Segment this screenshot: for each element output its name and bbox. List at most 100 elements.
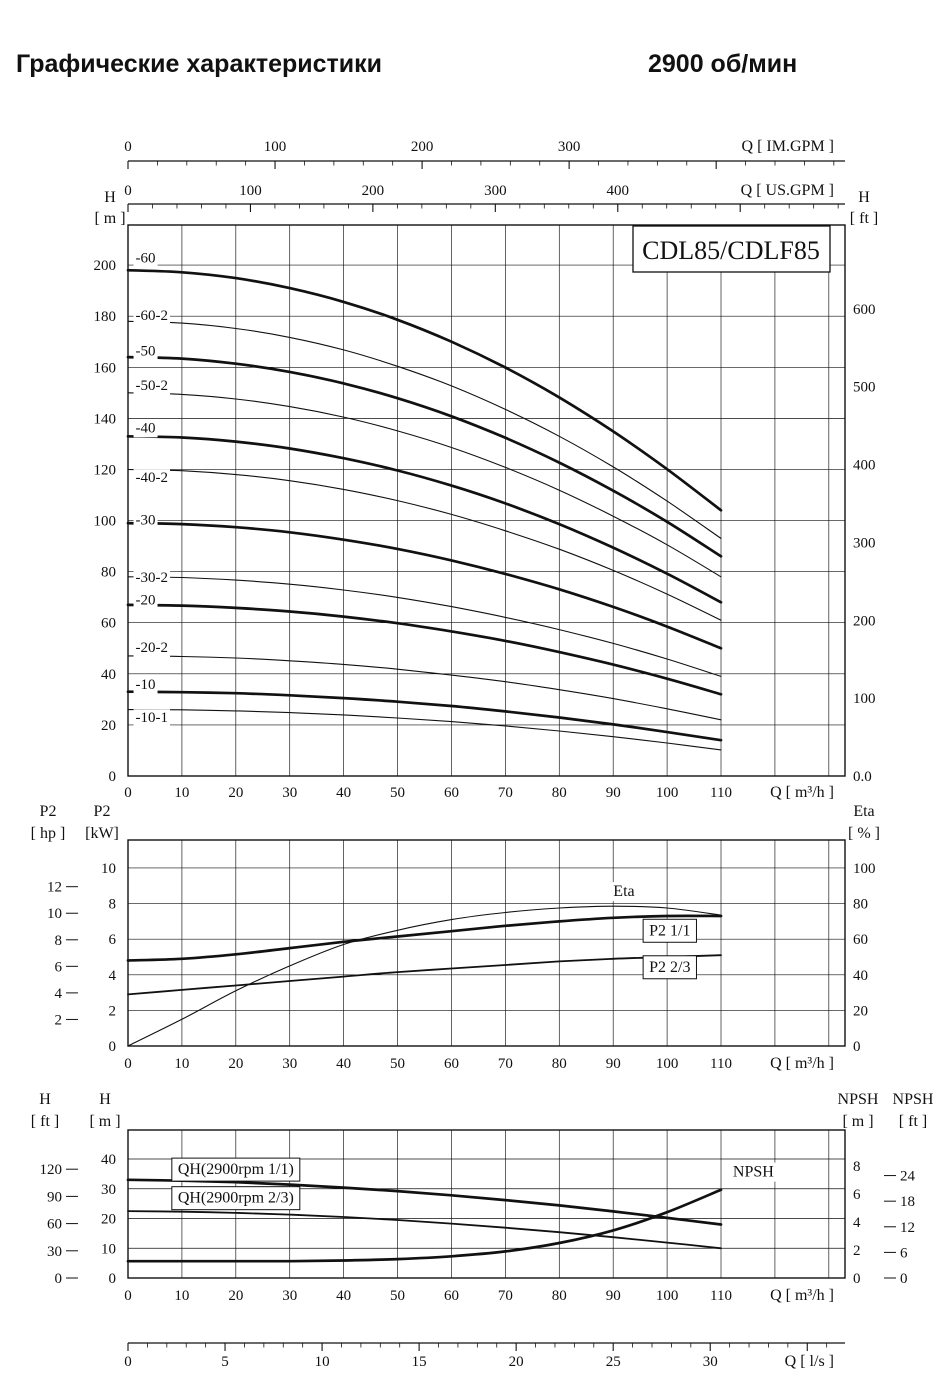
x-axis-label: Q [ m³/h ] <box>770 1055 834 1072</box>
x-tick-label: 70 <box>498 785 513 801</box>
model-box <box>632 225 831 273</box>
x-tick-label: 30 <box>282 1056 297 1072</box>
x-tick-label: 80 <box>552 1056 567 1072</box>
curve-50-2 <box>127 392 722 578</box>
x-tick-label: 110 <box>710 785 732 801</box>
curve-10-1 <box>127 709 722 751</box>
h-m-tick-label: 140 <box>94 411 117 427</box>
x-tick-label: 10 <box>174 1056 189 1072</box>
curve-label-60-bg <box>133 249 158 268</box>
npsh-m-tick-label: 6 <box>853 1187 861 1203</box>
curve-40 <box>126 434 723 604</box>
npsh-m-axis-title: [ m ] <box>842 1113 873 1130</box>
h-ft-tick-label: 60 <box>47 1217 62 1233</box>
curve-label-30: -30 <box>136 512 156 528</box>
curve-20-2 <box>127 655 722 721</box>
h-m-tick-label: 120 <box>94 462 117 478</box>
curve-label-40-bg <box>133 419 158 438</box>
kw-tick-label: 10 <box>101 861 116 877</box>
h-ft-tick-label: 120 <box>40 1162 63 1178</box>
h-ft-tick-label: 300 <box>853 535 876 551</box>
x-tick-label: 30 <box>282 785 297 801</box>
plot-frame <box>127 839 846 1047</box>
label-qh-2900rpm-2-3-bg <box>171 1186 301 1211</box>
x-tick-label: 100 <box>656 1288 679 1304</box>
us-gpm-tick-label: 100 <box>239 183 262 199</box>
x-tick-label: 0 <box>124 785 132 801</box>
curve-50 <box>126 355 723 558</box>
h-ft-tick-label: 0.0 <box>853 769 872 785</box>
x-tick-label: 60 <box>444 785 459 801</box>
h-ft-tick-label: 30 <box>47 1244 62 1260</box>
plot-frame <box>127 1129 846 1279</box>
hp-tick-label: 8 <box>55 933 63 949</box>
x-tick-label: 100 <box>656 785 679 801</box>
curve-label-60-2-bg <box>133 306 171 325</box>
p2-kw-axis-title: P2 <box>94 803 111 820</box>
h-m-tick-label: 10 <box>101 1241 116 1257</box>
x-tick-label: 100 <box>656 1056 679 1072</box>
npsh-ft-axis-title: NPSH <box>893 1091 934 1108</box>
label-p2-2-3: P2 2/3 <box>649 959 690 976</box>
x-axis-label: Q [ m³/h ] <box>770 1287 834 1304</box>
x-tick-label: 50 <box>390 1056 405 1072</box>
label-npsh: NPSH <box>733 1164 774 1181</box>
curve-30-2 <box>127 576 722 677</box>
h-m-tick-label: 0 <box>109 1271 117 1287</box>
im-gpm-axis-label: Q [ IM.GPM ] <box>742 138 834 155</box>
hp-tick-label: 4 <box>55 986 63 1002</box>
us-gpm-tick-label: 400 <box>607 183 630 199</box>
h-ft-axis-title: [ ft ] <box>31 1113 59 1130</box>
label-qh-2900rpm-2-3: QH(2900rpm 2/3) <box>178 1190 294 1207</box>
curve-npsh <box>126 1188 723 1263</box>
curve-p2-2-3 <box>127 954 722 996</box>
plot-frame <box>127 224 846 777</box>
eta-tick-label: 20 <box>853 1003 868 1019</box>
h-m-tick-label: 40 <box>101 667 116 683</box>
x-tick-label: 40 <box>336 1056 351 1072</box>
curve-qh-2900rpm-1-1 <box>126 1178 723 1226</box>
hp-tick-label: 10 <box>47 906 62 922</box>
x-tick-label: 40 <box>336 785 351 801</box>
label-eta-bg <box>611 882 637 902</box>
npsh-ft-tick-label: 18 <box>900 1194 915 1210</box>
ls-tick-label: 0 <box>124 1354 132 1370</box>
h-m-axis-title: [ m ] <box>94 210 125 227</box>
h-ft-tick-label: 90 <box>47 1189 62 1205</box>
curve-label-50-2-bg <box>133 377 171 396</box>
eta-tick-label: 40 <box>853 968 868 984</box>
x-tick-label: 80 <box>552 785 567 801</box>
h-m-tick-label: 0 <box>109 769 117 785</box>
curve-60-2 <box>127 320 722 539</box>
speed-label: 2900 об/мин <box>648 50 798 78</box>
h-ft-axis-title: [ ft ] <box>850 210 878 227</box>
h-m-tick-label: 100 <box>94 514 117 530</box>
curve-label-40-2: -40-2 <box>136 470 169 486</box>
label-qh-2900rpm-1-1: QH(2900rpm 1/1) <box>178 1161 294 1178</box>
eta-tick-label: 80 <box>853 897 868 913</box>
npsh-m-tick-label: 2 <box>853 1243 861 1259</box>
ls-tick-label: 30 <box>703 1354 718 1370</box>
h-ft-tick-label: 400 <box>853 458 876 474</box>
curve-p2-1-1 <box>126 914 723 962</box>
x-tick-label: 50 <box>390 1288 405 1304</box>
curve-label-10-1: -10-1 <box>136 710 169 726</box>
x-tick-label: 30 <box>282 1288 297 1304</box>
us-gpm-tick-label: 200 <box>362 183 385 199</box>
label-p2-1-1: P2 1/1 <box>649 922 690 939</box>
x-tick-label: 90 <box>606 785 621 801</box>
ls-tick-label: 15 <box>412 1354 427 1370</box>
us-gpm-tick-label: 300 <box>484 183 507 199</box>
h-m-tick-label: 40 <box>101 1152 116 1168</box>
page-title: Графические характеристики <box>16 50 383 78</box>
h-ft-axis-title: H <box>39 1091 51 1108</box>
h-ft-tick-label: 0 <box>55 1271 63 1287</box>
curve-40-2 <box>127 468 722 621</box>
curve-label-30-2-bg <box>133 568 171 587</box>
x-axis-label: Q [ m³/h ] <box>770 784 834 801</box>
x-tick-label: 20 <box>228 785 243 801</box>
eta-tick-label: 0 <box>853 1039 861 1055</box>
eta-tick-label: 60 <box>853 932 868 948</box>
npsh-ft-tick-label: 6 <box>900 1245 908 1261</box>
